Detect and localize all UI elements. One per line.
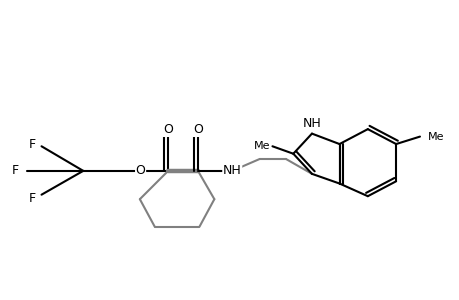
Text: O: O xyxy=(163,123,173,136)
Text: F: F xyxy=(12,164,19,177)
Text: NH: NH xyxy=(222,164,241,177)
Text: Me: Me xyxy=(426,132,443,142)
Text: F: F xyxy=(29,137,36,151)
Text: NH: NH xyxy=(302,117,321,130)
Text: F: F xyxy=(29,192,36,205)
Text: O: O xyxy=(193,123,202,136)
Text: O: O xyxy=(135,164,145,177)
Text: Me: Me xyxy=(253,141,270,151)
